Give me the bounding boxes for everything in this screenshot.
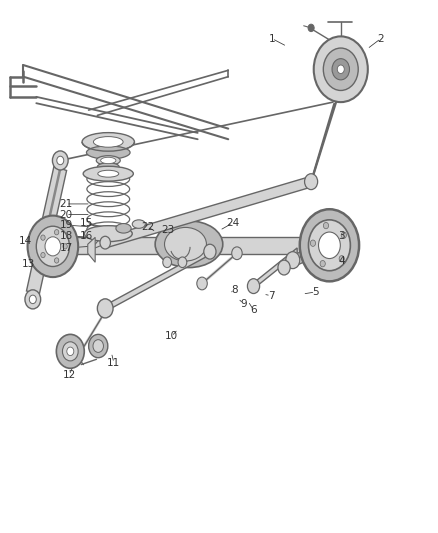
Ellipse shape [84, 225, 132, 241]
Text: 16: 16 [80, 231, 93, 241]
Ellipse shape [116, 223, 131, 233]
Ellipse shape [164, 228, 206, 261]
Text: 11: 11 [107, 358, 120, 368]
Circle shape [162, 257, 171, 268]
Ellipse shape [155, 221, 222, 268]
Circle shape [36, 226, 69, 266]
Circle shape [63, 244, 67, 249]
Text: 1: 1 [268, 34, 275, 44]
Text: 2: 2 [377, 34, 383, 44]
Ellipse shape [97, 163, 119, 171]
Circle shape [52, 151, 68, 170]
Text: 21: 21 [59, 199, 72, 209]
Circle shape [196, 277, 207, 290]
Bar [58, 237, 328, 254]
Text: 5: 5 [311, 287, 318, 297]
Ellipse shape [132, 220, 145, 228]
Circle shape [25, 290, 41, 309]
Circle shape [277, 260, 290, 275]
Circle shape [93, 340, 103, 352]
Ellipse shape [96, 156, 120, 165]
Polygon shape [42, 230, 51, 241]
Circle shape [67, 347, 74, 356]
Ellipse shape [86, 146, 130, 159]
Ellipse shape [93, 136, 123, 147]
Circle shape [41, 235, 45, 240]
Polygon shape [283, 245, 327, 271]
Polygon shape [26, 166, 67, 295]
Circle shape [340, 232, 346, 238]
Ellipse shape [100, 157, 116, 164]
Circle shape [203, 244, 215, 259]
Circle shape [322, 48, 357, 91]
Text: 22: 22 [141, 222, 154, 232]
Circle shape [307, 24, 314, 31]
Circle shape [285, 252, 299, 269]
Text: 14: 14 [19, 236, 32, 246]
Circle shape [339, 256, 343, 262]
Circle shape [318, 232, 339, 259]
Circle shape [247, 279, 259, 294]
Text: 20: 20 [59, 209, 72, 220]
Circle shape [29, 295, 36, 304]
Circle shape [41, 253, 45, 258]
Polygon shape [88, 237, 95, 262]
Polygon shape [104, 176, 311, 248]
Circle shape [310, 240, 315, 246]
Circle shape [45, 237, 60, 256]
Circle shape [28, 216, 78, 277]
Circle shape [57, 156, 64, 165]
Text: 8: 8 [231, 285, 237, 295]
Circle shape [319, 261, 325, 267]
Text: 9: 9 [240, 298, 246, 309]
Circle shape [323, 222, 328, 229]
Circle shape [331, 59, 349, 80]
Circle shape [100, 236, 110, 249]
Circle shape [88, 334, 108, 358]
Circle shape [54, 258, 59, 263]
Text: 23: 23 [161, 225, 174, 236]
Text: 7: 7 [267, 290, 274, 301]
Polygon shape [105, 248, 210, 312]
Text: 18: 18 [59, 231, 72, 241]
Circle shape [299, 209, 358, 281]
Circle shape [313, 36, 367, 102]
Ellipse shape [98, 170, 118, 177]
Text: 19: 19 [59, 220, 72, 230]
Text: 17: 17 [59, 243, 72, 253]
Ellipse shape [82, 133, 134, 151]
Ellipse shape [83, 166, 133, 181]
Circle shape [54, 230, 59, 235]
Circle shape [304, 174, 317, 190]
Circle shape [231, 247, 242, 260]
Circle shape [62, 342, 78, 361]
Circle shape [97, 299, 113, 318]
Text: 12: 12 [62, 370, 75, 380]
Text: 13: 13 [22, 259, 35, 269]
Text: 4: 4 [338, 256, 344, 266]
Polygon shape [253, 248, 297, 289]
Text: 6: 6 [250, 305, 256, 315]
Circle shape [336, 65, 343, 74]
Text: 24: 24 [226, 218, 239, 228]
Polygon shape [292, 237, 327, 264]
Circle shape [56, 334, 84, 368]
Text: 15: 15 [80, 218, 93, 228]
Text: 3: 3 [338, 231, 344, 241]
Text: 10: 10 [165, 332, 178, 342]
Circle shape [178, 257, 186, 268]
Circle shape [308, 220, 350, 271]
